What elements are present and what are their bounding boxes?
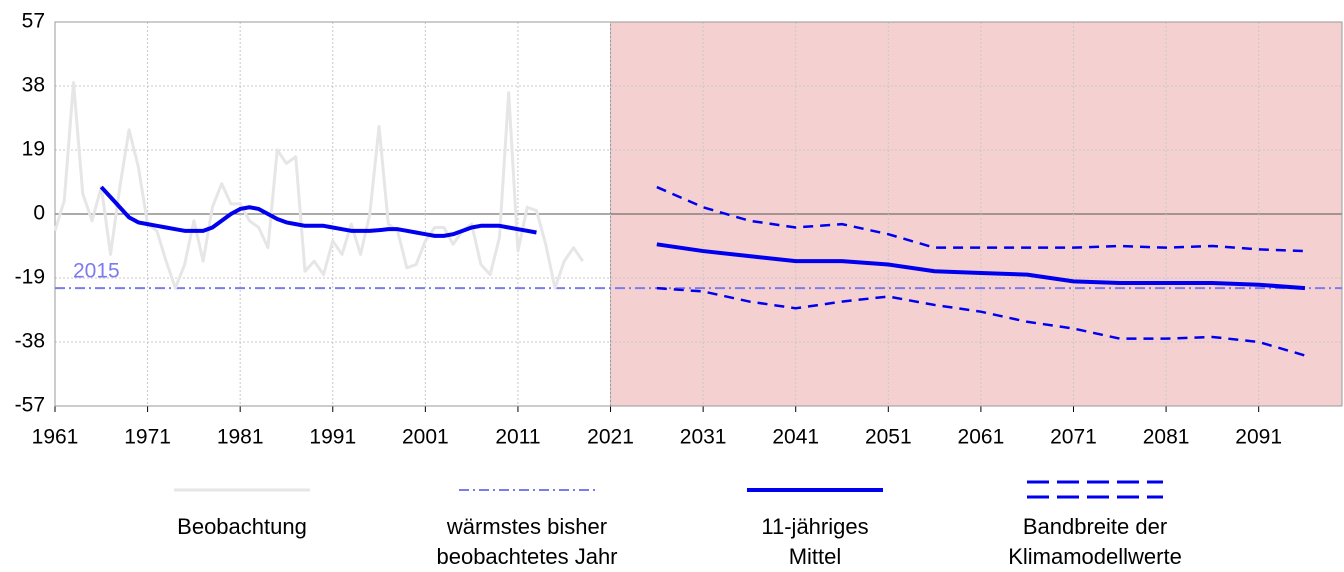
y-tick-label: -57 bbox=[15, 394, 45, 417]
x-tick-label: 1991 bbox=[309, 426, 356, 449]
plot-frame bbox=[54, 21, 1343, 407]
x-tick-label: 2001 bbox=[402, 426, 449, 449]
legend-label: wärmstes bisher beobachtetes Jahr bbox=[436, 514, 618, 569]
series-line bbox=[53, 81, 584, 290]
x-tick-label: 2091 bbox=[1235, 426, 1282, 449]
y-tick-label: -38 bbox=[15, 330, 45, 353]
x-tick-label: 2021 bbox=[587, 426, 634, 449]
y-tick-label: 38 bbox=[22, 74, 45, 97]
y-tick-label: 57 bbox=[22, 10, 45, 33]
legend-label: 11-jähriges Mittel bbox=[761, 514, 869, 569]
y-tick-label: 19 bbox=[22, 138, 45, 161]
legend-label: Beobachtung bbox=[177, 514, 307, 539]
x-tick-label: 2041 bbox=[772, 426, 819, 449]
x-tick-label: 1971 bbox=[124, 426, 171, 449]
series-line bbox=[656, 286, 1306, 357]
x-tick-label: 2061 bbox=[958, 426, 1005, 449]
x-tick-label: 2071 bbox=[1050, 426, 1097, 449]
reference-label: 2015 bbox=[73, 260, 120, 283]
series-line bbox=[656, 242, 1306, 291]
x-tick-label: 2081 bbox=[1143, 426, 1190, 449]
x-tick-label: 2011 bbox=[495, 426, 540, 449]
x-tick-label: 2051 bbox=[865, 426, 912, 449]
x-tick-label: 1981 bbox=[217, 426, 264, 449]
series-line bbox=[656, 185, 1306, 253]
x-tick-label: 1961 bbox=[32, 426, 79, 449]
series-line bbox=[99, 185, 537, 238]
y-tick-label: -19 bbox=[15, 266, 45, 289]
x-tick-label: 2031 bbox=[680, 426, 727, 449]
y-tick-label: 0 bbox=[33, 202, 45, 225]
legend-label: Bandbreite der Klimamodellwerte bbox=[1008, 514, 1182, 569]
